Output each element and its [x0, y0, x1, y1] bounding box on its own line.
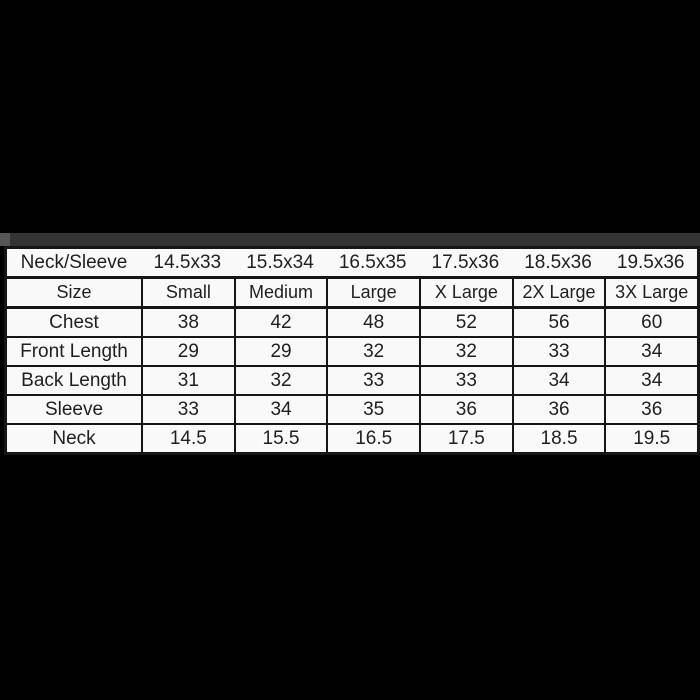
table-cell: 16.5	[328, 425, 422, 452]
table-cell: 52	[421, 309, 514, 336]
table-cell: 36	[606, 396, 698, 423]
table-row-chest: Chest 38 42 48 52 56 60	[7, 309, 698, 338]
size-header-cell: X Large	[421, 279, 514, 306]
table-cell: 34	[235, 396, 329, 423]
row-label-size: Size	[7, 279, 143, 306]
table-cell: 19.5	[606, 425, 698, 452]
table-row-neck: Neck 14.5 15.5 16.5 17.5 18.5 19.5	[7, 425, 698, 452]
size-header-cell: 3X Large	[606, 279, 698, 306]
neck-sleeve-value: 17.5x36	[419, 249, 512, 276]
table-cell: 34	[606, 367, 698, 394]
row-label-neck-sleeve: Neck/Sleeve	[7, 249, 141, 276]
size-chart-table: Neck/Sleeve 14.5x33 15.5x34 16.5x35 17.5…	[4, 246, 700, 455]
row-label-neck: Neck	[7, 425, 143, 452]
table-cell: 38	[143, 309, 236, 336]
row-label-chest: Chest	[7, 309, 143, 336]
letterbox-strip	[0, 233, 700, 246]
table-cell: 15.5	[235, 425, 329, 452]
table-cell: 17.5	[421, 425, 514, 452]
table-cell: 29	[143, 338, 236, 365]
table-cell: 48	[328, 309, 422, 336]
table-cell: 56	[513, 309, 607, 336]
table-cell: 33	[328, 367, 422, 394]
size-header-cell: 2X Large	[513, 279, 607, 306]
table-cell: 34	[606, 338, 698, 365]
table-cell: 18.5	[513, 425, 607, 452]
table-cell: 32	[235, 367, 329, 394]
table-cell: 36	[421, 396, 514, 423]
table-cell: 33	[421, 367, 514, 394]
table-row-back-length: Back Length 31 32 33 33 34 34	[7, 367, 698, 396]
table-cell: 31	[143, 367, 236, 394]
neck-sleeve-row: Neck/Sleeve 14.5x33 15.5x34 16.5x35 17.5…	[7, 249, 698, 279]
table-cell: 42	[235, 309, 329, 336]
table-cell: 33	[513, 338, 607, 365]
table-cell: 36	[513, 396, 607, 423]
row-label-sleeve: Sleeve	[7, 396, 143, 423]
table-cell: 60	[606, 309, 698, 336]
neck-sleeve-value: 18.5x36	[511, 249, 605, 276]
letterbox-notch	[0, 233, 10, 246]
table-cell: 34	[513, 367, 607, 394]
table-cell: 32	[328, 338, 422, 365]
row-label-front-length: Front Length	[7, 338, 143, 365]
size-header-cell: Large	[328, 279, 422, 306]
size-header-cell: Medium	[235, 279, 329, 306]
neck-sleeve-value: 19.5x36	[604, 249, 698, 276]
size-header-cell: Small	[143, 279, 236, 306]
table-cell: 29	[235, 338, 329, 365]
table-cell: 14.5	[143, 425, 236, 452]
neck-sleeve-value: 16.5x35	[326, 249, 420, 276]
row-label-back-length: Back Length	[7, 367, 143, 394]
table-row-sleeve: Sleeve 33 34 35 36 36 36	[7, 396, 698, 425]
table-cell: 32	[421, 338, 514, 365]
table-cell: 33	[143, 396, 236, 423]
neck-sleeve-value: 14.5x33	[141, 249, 234, 276]
size-header-row: Size Small Medium Large X Large 2X Large…	[7, 279, 698, 309]
table-cell: 35	[328, 396, 422, 423]
table-row-front-length: Front Length 29 29 32 32 33 34	[7, 338, 698, 367]
neck-sleeve-value: 15.5x34	[233, 249, 327, 276]
